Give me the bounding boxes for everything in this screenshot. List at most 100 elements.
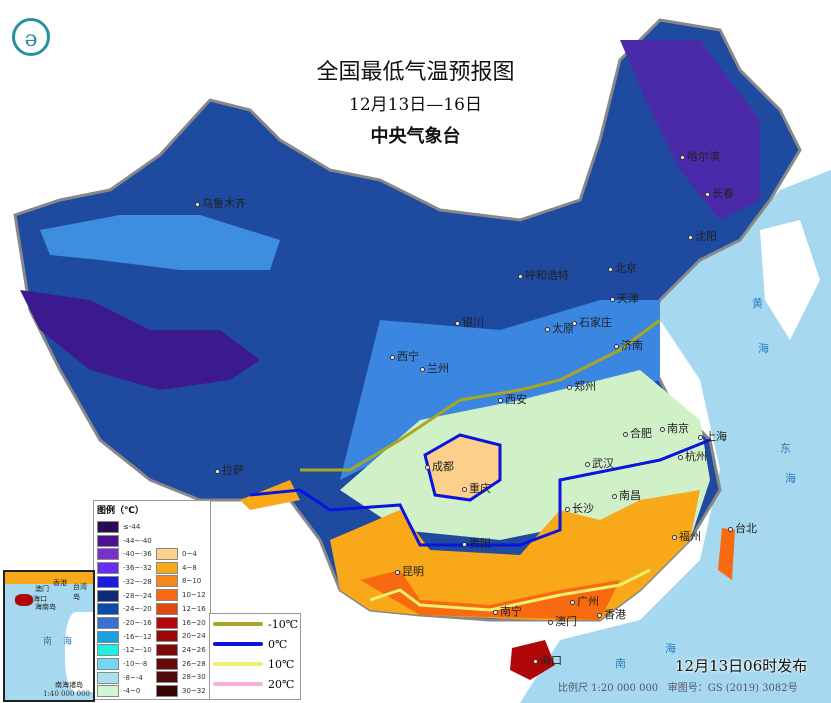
legend-swatch-item: -36~-32	[97, 562, 152, 575]
city-label: 武汉	[585, 455, 614, 471]
legend-swatch-item: -44~-40	[97, 534, 152, 547]
isotherm-legend: -10℃ 0℃ 10℃ 20℃	[209, 613, 301, 700]
legend-swatch-item: -4~0	[97, 685, 141, 698]
legend-label: -12~-10	[123, 646, 152, 655]
legend-color-box	[156, 643, 178, 656]
inset-label: 澳门	[35, 585, 49, 593]
isotherm-legend-item: 10℃	[210, 654, 300, 674]
legend-label: -4~0	[123, 687, 141, 696]
legend-swatch-item: 30~32	[156, 685, 206, 697]
legend-swatch-item: -12~-10	[97, 644, 152, 657]
publish-time: 12月13日06时发布	[675, 657, 808, 675]
city-label: 天津	[610, 290, 639, 306]
legend-color-box	[97, 616, 119, 629]
legend-swatch-item: 20~24	[156, 630, 206, 643]
inset-hainan	[15, 594, 33, 606]
legend-label: -36~-32	[123, 564, 152, 573]
legend-color-box	[97, 521, 119, 533]
city-label: 香港	[597, 606, 626, 622]
legend-color-box	[156, 548, 178, 560]
city-label: 郑州	[567, 378, 596, 394]
isotherm-line-sample	[213, 682, 263, 686]
isotherm-legend-item: 0℃	[210, 634, 300, 654]
map-agency: 中央气象台	[370, 126, 461, 147]
legend-color-box	[97, 562, 119, 575]
isotherm-label: 20℃	[268, 677, 295, 691]
legend-swatch-item: -24~-20	[97, 603, 152, 616]
legend-swatch-item: -20~-16	[97, 616, 152, 629]
far-south-zone	[360, 570, 620, 620]
legend-swatch-item: 12~16	[156, 602, 206, 615]
legend-color-box	[97, 603, 119, 616]
city-label: 济南	[614, 337, 643, 353]
legend-swatch-item: -8~-4	[97, 671, 143, 684]
map-title: 全国最低气温预报图	[316, 60, 515, 85]
city-label: 南昌	[612, 487, 641, 503]
inset-label: 台湾岛	[73, 583, 87, 601]
city-label: 北京	[608, 260, 637, 276]
city-label: 西安	[498, 391, 527, 407]
sea-label: 海	[785, 472, 796, 485]
south-china-sea-inset: 澳门 香港 台湾岛 海口 海南岛 南 海 南海诸岛 1:40 000 000	[3, 570, 95, 702]
legend-color-box	[97, 589, 119, 602]
city-label: 沈阳	[688, 228, 717, 244]
sea-label: 黄	[752, 297, 763, 310]
city-label: 上海	[698, 428, 727, 444]
map-date-range: 12月13日—16日	[349, 95, 482, 115]
legend-color-box	[97, 534, 119, 547]
city-label: 南宁	[493, 603, 522, 619]
legend-swatch-item: 0~4	[156, 548, 197, 560]
legend-label: 10~12	[182, 591, 206, 600]
legend-swatch-item: 10~12	[156, 589, 206, 602]
legend-color-box	[156, 657, 178, 670]
city-label: 贵阳	[462, 535, 491, 551]
isotherm-line-sample	[213, 662, 263, 666]
isotherm-line-sample	[213, 622, 263, 626]
east-blue-zone	[340, 300, 660, 480]
legend-color-box	[97, 685, 119, 698]
city-label: 西宁	[390, 348, 419, 364]
sea-area	[520, 170, 831, 703]
legend-color-box	[97, 658, 119, 670]
isotherm-10	[369, 568, 651, 612]
legend-label: 20~24	[182, 632, 206, 641]
legend-label: 30~32	[182, 687, 206, 695]
city-label: 昆明	[395, 563, 424, 579]
legend-label: 12~16	[182, 604, 206, 613]
legend-color-box	[156, 561, 178, 574]
legend-color-box	[97, 630, 119, 643]
temperature-legend: 图例（℃） ≤-44 -44~-40 -40~-36 -36~-32 -32~-28 -2…	[93, 500, 211, 700]
legend-label: 8~10	[182, 577, 202, 586]
legend-color-box	[156, 602, 178, 615]
korea-japan-land	[760, 220, 820, 340]
legend-label: -28~-24	[123, 591, 152, 600]
tibet-south-orange	[240, 480, 300, 510]
city-label: 长春	[705, 185, 734, 201]
northeast-purple-zone	[620, 40, 760, 220]
legend-swatch-item: -10~-8	[97, 658, 147, 670]
taiwan-island	[718, 528, 735, 580]
city-label: 杭州	[678, 448, 707, 464]
map-scale-review: 比例尺 1:20 000 000 审图号：GS (2019) 3082号	[558, 679, 798, 694]
city-label: 福州	[672, 528, 701, 544]
city-label: 广州	[570, 593, 599, 609]
inset-land	[5, 572, 93, 584]
cma-logo-icon: ǝ	[12, 18, 50, 56]
inset-label: 南	[43, 637, 53, 647]
isotherm-legend-item: -10℃	[210, 614, 300, 634]
inset-label: 香港	[53, 579, 67, 587]
city-label: 太原	[545, 320, 574, 336]
legend-label: -44~-40	[123, 536, 152, 545]
inset-philippines	[65, 612, 93, 692]
legend-color-box	[156, 575, 178, 588]
legend-color-box	[156, 589, 178, 602]
legend-swatch-item: ≤-44	[97, 521, 140, 533]
isotherm-label: -10℃	[268, 617, 299, 631]
city-label: 石家庄	[572, 314, 612, 330]
inset-label: 南海诸岛	[55, 681, 83, 689]
legend-label: 26~28	[182, 659, 206, 668]
inset-label: 海口	[33, 595, 47, 603]
scale-text: 比例尺 1:20 000 000	[558, 683, 659, 694]
